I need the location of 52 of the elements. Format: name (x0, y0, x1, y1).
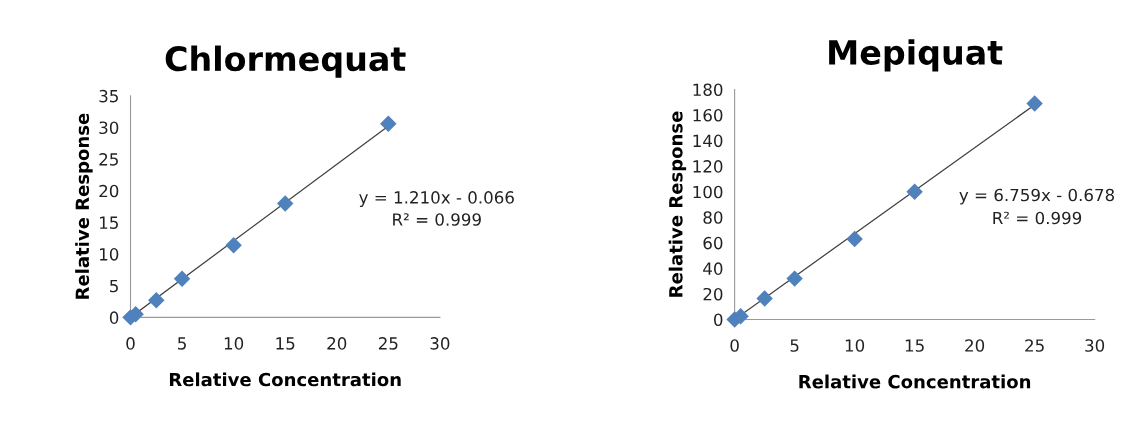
y-tick-label: 20 (99, 184, 119, 198)
y-tick-label: 15 (100, 216, 118, 229)
y-tick-label: 5 (110, 279, 118, 293)
y-tick-label: 0 (109, 311, 119, 324)
point (786, 270, 803, 287)
y-axis-title: Relative Response (75, 113, 93, 299)
y-tick-label: 10 (100, 248, 119, 261)
y-tick-label: 0 (714, 313, 723, 327)
point (225, 237, 242, 254)
y-tick-label: 120 (693, 160, 723, 173)
point (846, 230, 863, 248)
x-tick-label: 25 (1025, 339, 1044, 352)
point (276, 195, 294, 212)
x-tick-label: 10 (224, 337, 244, 350)
y-tick-label: 30 (99, 121, 119, 135)
x-tick-label: 20 (327, 337, 347, 350)
x-axis-title: Relative Concentration (799, 374, 1031, 389)
annotation: R² = 0.999 (993, 211, 1082, 225)
x-axis-title: Relative Concentration (169, 372, 401, 387)
annotation: R² = 0.999 (393, 213, 481, 226)
point (906, 183, 923, 200)
x-tick-label: 0 (126, 337, 135, 350)
y-tick-label: 80 (703, 211, 723, 224)
x-tick-label: 15 (905, 339, 924, 352)
point (756, 290, 773, 307)
y-tick-label: 100 (693, 185, 723, 199)
y-tick-label: 160 (693, 108, 723, 122)
y-tick-label: 140 (693, 134, 723, 148)
annotation: y = 1.210x - 0.066 (359, 191, 514, 207)
annotation: y = 6.759x - 0.678 (959, 188, 1115, 205)
y-tick-label: 20 (703, 287, 723, 301)
chart-title: Mepiquat (829, 39, 1003, 72)
y-tick-label: 60 (703, 236, 723, 250)
y-tick-label: 180 (693, 83, 723, 97)
y-tick-label: 35 (99, 89, 118, 103)
x-tick-label: 10 (845, 339, 865, 352)
x-tick-label: 20 (965, 339, 985, 352)
y-tick-label: 25 (99, 153, 118, 166)
x-tick-label: 5 (178, 337, 186, 350)
y-axis-title: Relative Response (668, 111, 687, 297)
x-tick-label: 30 (430, 337, 450, 350)
chart-title: Chlormequat (165, 45, 406, 78)
point (380, 115, 397, 132)
point (148, 292, 165, 309)
y-tick-label: 40 (703, 262, 723, 275)
x-tick-label: 30 (1085, 339, 1105, 352)
point (1026, 95, 1043, 112)
x-tick-label: 0 (730, 339, 739, 352)
x-tick-label: 15 (276, 337, 295, 350)
x-tick-label: 25 (378, 337, 398, 350)
point (173, 270, 191, 287)
x-tick-label: 5 (790, 339, 799, 352)
